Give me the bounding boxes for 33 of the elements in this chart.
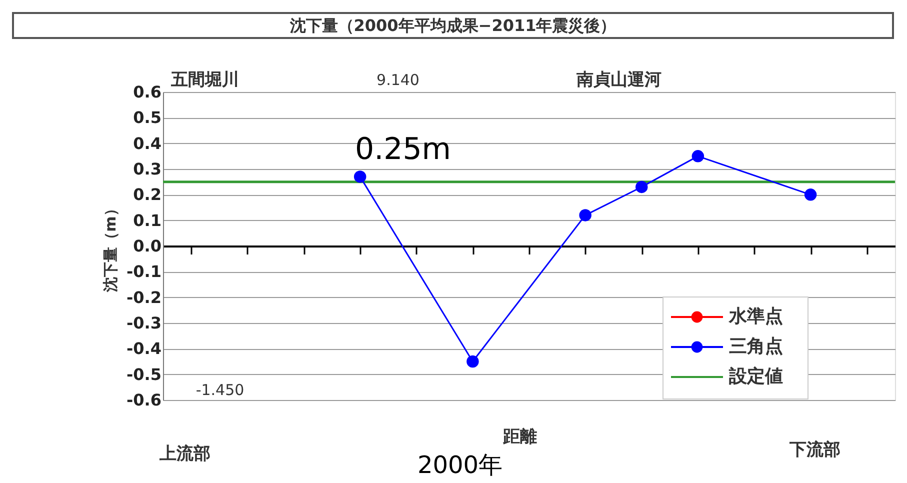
legend-label: 水準点 [728, 306, 783, 327]
legend-label: 三角点 [729, 336, 783, 357]
text: 南貞山運河 [576, 70, 662, 90]
legend-label: 設定値 [728, 366, 783, 387]
y-tick-label: -0.4 [126, 339, 162, 358]
point [692, 150, 704, 162]
annotation: -1.450 [196, 381, 244, 399]
point [354, 170, 366, 183]
point [635, 180, 648, 194]
text: 2000年 [417, 451, 503, 479]
point [579, 209, 592, 222]
y-tick-label: 0.2 [133, 185, 162, 204]
y-tick-label: -0.5 [126, 364, 162, 384]
point [804, 188, 817, 201]
chart-title: 沈下量（2000年平均成果−2011年震災後） [288, 16, 616, 35]
y-tick-label: -0.3 [126, 314, 162, 332]
y-tick-label: 0.6 [133, 82, 162, 102]
y-tick-label: -0.1 [126, 262, 162, 282]
x-axis-title: 距離 [502, 427, 537, 447]
y-tick-label: 0.4 [133, 134, 162, 153]
text: 下流部 [788, 440, 840, 460]
point [466, 355, 479, 368]
y-tick-label: 0.3 [133, 160, 162, 178]
y-tick-label: -0.2 [126, 288, 162, 307]
y-tick-label: 0.0 [133, 236, 162, 256]
annotation: 0.25m [354, 132, 452, 167]
y-axis-title: 沈下量（m） [102, 201, 120, 293]
y-tick-label: 0.5 [133, 108, 162, 128]
text: 五間堀川 [170, 70, 239, 90]
text: 上流部 [158, 444, 210, 464]
text: 9.140 [376, 71, 420, 89]
y-tick-label: -0.6 [126, 390, 162, 410]
y-tick-label: 0.1 [133, 210, 162, 230]
